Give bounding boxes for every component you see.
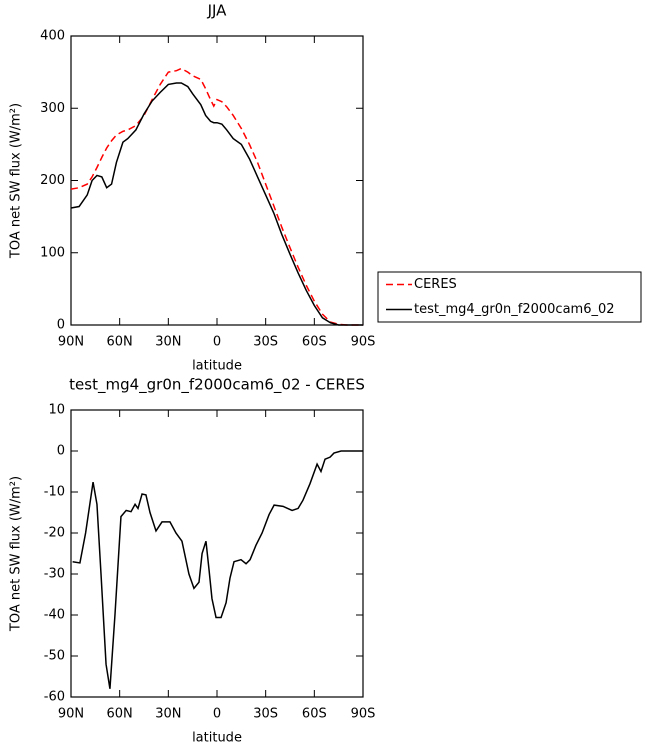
x-tick-label: 0 <box>213 707 221 722</box>
y-tick-label: -50 <box>44 649 65 664</box>
series-line <box>70 67 363 326</box>
y-tick-label: 0 <box>57 444 65 459</box>
y-tick-label: 300 <box>40 101 65 116</box>
x-tick-label: 60S <box>302 707 327 722</box>
x-tick-label: 30S <box>253 707 278 722</box>
plot-frame <box>70 35 364 326</box>
x-axis-label: latitude <box>192 731 242 746</box>
x-tick-label: 60N <box>107 335 133 350</box>
plot-frame <box>70 409 364 698</box>
x-tick-label: 30S <box>253 335 278 350</box>
x-tick-label: 30N <box>155 335 181 350</box>
chart-title: JJA <box>207 2 228 20</box>
x-tick-label: 60S <box>302 335 327 350</box>
x-tick-label: 0 <box>213 335 221 350</box>
y-tick-label: -60 <box>44 690 65 705</box>
x-tick-label: 60N <box>107 707 133 722</box>
legend-label: CERES <box>414 277 457 292</box>
chart-title: test_mg4_gr0n_f2000cam6_02 - CERES <box>69 376 365 395</box>
y-tick-label: 0 <box>57 318 65 333</box>
y-tick-label: -10 <box>44 485 65 500</box>
x-axis-label: latitude <box>192 359 242 374</box>
x-tick-label: 90N <box>58 707 84 722</box>
y-axis-label: TOA net SW flux (W/m²) <box>9 103 24 259</box>
series-line <box>72 450 363 689</box>
y-tick-label: 100 <box>40 245 65 260</box>
x-tick-label: 90S <box>351 707 376 722</box>
y-tick-label: 10 <box>48 403 65 418</box>
y-tick-label: -20 <box>44 526 65 541</box>
x-tick-label: 90N <box>58 335 84 350</box>
legend-box <box>377 271 642 323</box>
y-tick-label: -40 <box>44 608 65 623</box>
x-tick-label: 30N <box>155 707 181 722</box>
y-tick-label: 400 <box>40 29 65 44</box>
legend-label: test_mg4_gr0n_f2000cam6_02 <box>414 302 615 317</box>
series-line <box>70 82 363 326</box>
y-tick-label: -30 <box>44 567 65 582</box>
x-tick-label: 90S <box>351 335 376 350</box>
y-axis-label: TOA net SW flux (W/m²) <box>9 476 24 632</box>
y-tick-label: 200 <box>40 173 65 188</box>
